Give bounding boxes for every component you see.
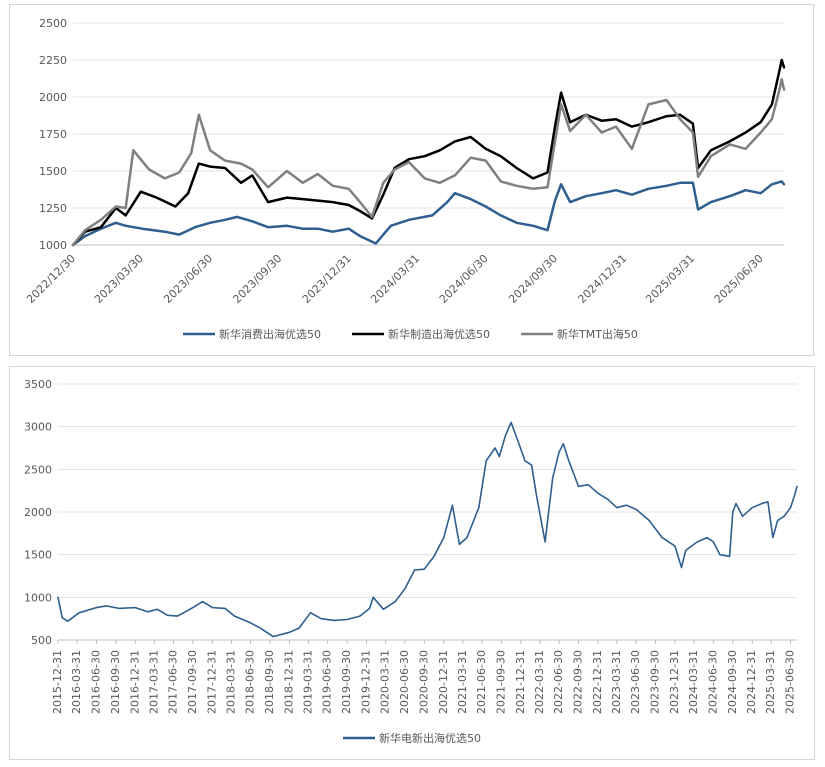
x-tick-label: 2017-06-30 xyxy=(166,650,179,714)
x-tick-label: 2020-03-31 xyxy=(379,650,392,714)
x-tick-label: 2019-09-30 xyxy=(340,650,353,714)
y-tick-label: 1750 xyxy=(39,128,67,141)
y-tick-label: 3000 xyxy=(24,421,52,434)
x-tick-label: 2022-03-31 xyxy=(533,650,546,714)
series-line-1 xyxy=(71,180,786,247)
x-tick-label: 2024/03/31 xyxy=(368,252,422,306)
y-tick-label: 2000 xyxy=(24,506,52,519)
x-tick-label: 2019-06-30 xyxy=(321,650,334,714)
y-tick-label: 1000 xyxy=(39,239,67,252)
x-tick-label: 2023/03/30 xyxy=(92,252,146,306)
x-tick-label: 2023/06/30 xyxy=(161,252,215,306)
x-tick-label: 2023/09/30 xyxy=(230,252,284,306)
x-tick-label: 2020-12-31 xyxy=(437,650,450,714)
x-tick-label: 2019-12-31 xyxy=(359,650,372,714)
x-tick-label: 2024/09/30 xyxy=(506,252,560,306)
x-tick-label: 2023-12-31 xyxy=(668,650,681,714)
x-tick-label: 2023-09-30 xyxy=(649,650,662,714)
x-tick-label: 2016-12-31 xyxy=(128,650,141,714)
x-tick-label: 2024-12-31 xyxy=(745,650,758,714)
x-tick-label: 2022-09-30 xyxy=(571,650,584,714)
legend-label: 新华制造出海优选50 xyxy=(388,327,490,341)
x-tick-label: 2021-06-30 xyxy=(475,650,488,714)
x-tick-label: 2018-06-30 xyxy=(244,650,257,714)
x-tick-label: 2022-12-31 xyxy=(591,650,604,714)
x-tick-label: 2017-12-31 xyxy=(205,650,218,714)
x-tick-label: 2018-03-31 xyxy=(224,650,237,714)
legend-label: 新华消费出海优选50 xyxy=(219,327,321,341)
x-tick-label: 2022/12/30 xyxy=(24,252,78,306)
y-tick-label: 1500 xyxy=(39,165,67,178)
series-line-3 xyxy=(71,77,786,247)
x-tick-label: 2020-06-30 xyxy=(398,650,411,714)
x-tick-label: 2025/03/31 xyxy=(643,252,697,306)
x-tick-label: 2018-09-30 xyxy=(263,650,276,714)
x-tick-label: 2022-06-30 xyxy=(552,650,565,714)
chart-panel-1: 1000 1250 1500 1750 2000 2250 2500 2022/12/30 20… xyxy=(9,4,814,356)
x-tick-label: 2017-09-30 xyxy=(186,650,199,714)
series-line-2 xyxy=(71,58,786,247)
x-tick-label: 2023/12/31 xyxy=(300,252,354,306)
legend-label: 新华电新出海优选50 xyxy=(379,731,481,745)
x-tick-label: 2018-12-31 xyxy=(282,650,295,714)
y-tick-label: 1000 xyxy=(24,591,52,604)
x-tick-label: 2024/06/30 xyxy=(437,252,491,306)
x-tick-label: 2017-03-31 xyxy=(147,650,160,714)
legend-label: 新华TMT出海50 xyxy=(557,327,638,341)
y-tick-label: 2000 xyxy=(39,91,67,104)
x-tick-label: 2016-03-31 xyxy=(70,650,83,714)
y-tick-label: 1250 xyxy=(39,202,67,215)
series-line-1 xyxy=(57,421,798,638)
x-tick-label: 2024/12/31 xyxy=(575,252,629,306)
x-tick-label: 2016-06-30 xyxy=(89,650,102,714)
y-tick-label: 500 xyxy=(31,634,52,647)
chart-2-svg: 500 1000 1500 2000 2500 3000 3500 2015-12-31 201… xyxy=(24,378,798,745)
x-tick-label: 2019-03-31 xyxy=(301,650,314,714)
x-tick-label: 2015-12-31 xyxy=(51,650,64,714)
chart-panel-2: 500 1000 1500 2000 2500 3000 3500 2015-12-31 201… xyxy=(9,366,815,760)
chart-1-svg: 1000 1250 1500 1750 2000 2250 2500 2022/12/30 20… xyxy=(24,17,786,341)
x-tick-label: 2016-09-30 xyxy=(109,650,122,714)
x-tick-label: 2025/06/30 xyxy=(712,252,766,306)
y-tick-label: 2500 xyxy=(39,17,67,30)
x-tick-label: 2025-03-31 xyxy=(764,650,777,714)
x-tick-label: 2024-06-30 xyxy=(706,650,719,714)
x-tick-label: 2025-06-30 xyxy=(783,650,796,714)
y-tick-label: 1500 xyxy=(24,549,52,562)
x-tick-label: 2021-09-30 xyxy=(494,650,507,714)
x-tick-label: 2024-09-30 xyxy=(726,650,739,714)
x-tick-label: 2021-03-31 xyxy=(456,650,469,714)
x-tick-label: 2023-06-30 xyxy=(629,650,642,714)
x-tick-label: 2020-09-30 xyxy=(417,650,430,714)
y-tick-label: 3500 xyxy=(24,378,52,391)
x-tick-label: 2024-03-31 xyxy=(687,650,700,714)
y-tick-label: 2500 xyxy=(24,463,52,476)
x-tick-label: 2021-12-31 xyxy=(514,650,527,714)
x-tick-label: 2023-03-31 xyxy=(610,650,623,714)
y-tick-label: 2250 xyxy=(39,54,67,67)
